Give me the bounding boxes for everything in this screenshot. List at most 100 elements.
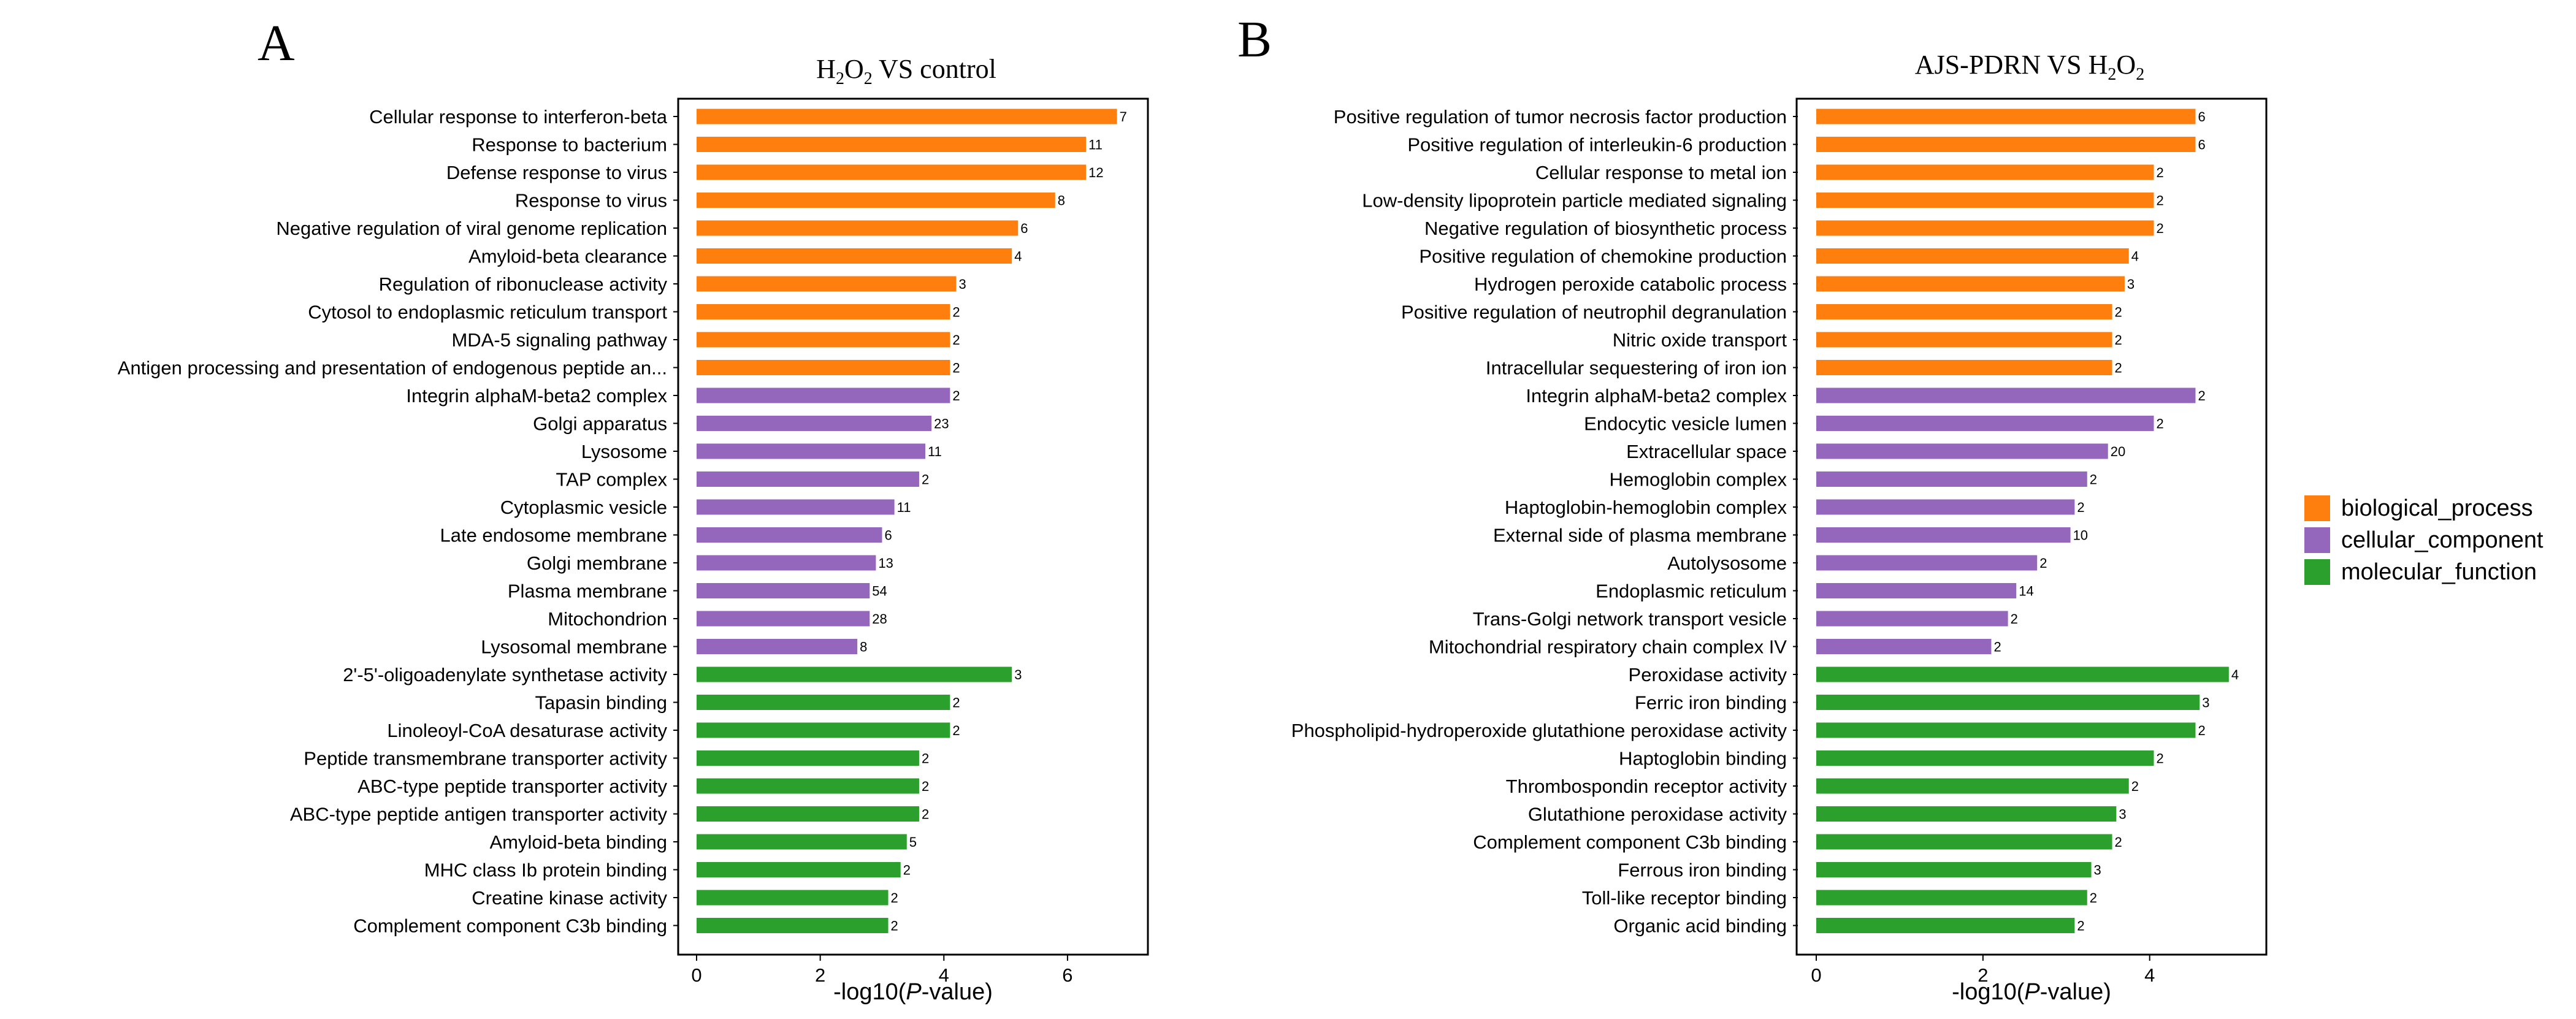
x-axis-title-b: -log10(P-value) bbox=[1952, 979, 2111, 1005]
plot-frame-a bbox=[677, 97, 1149, 956]
bar-a-29 bbox=[697, 890, 889, 906]
x-axis-title-part-1: P bbox=[2024, 979, 2040, 1005]
bar-a-7 bbox=[697, 276, 957, 292]
category-label-a-16: Late endosome membrane bbox=[440, 525, 667, 546]
bar-a-15 bbox=[697, 499, 895, 515]
panel-b: B AJS-PDRN VS H2O2 662224322222202210214… bbox=[1237, 11, 2268, 1005]
category-label-a-23: Linoleoyl-CoA desaturase activity bbox=[387, 720, 667, 741]
bar-b-23 bbox=[1816, 722, 2196, 738]
category-label-b-10: Intracellular sequestering of iron ion bbox=[1486, 357, 1787, 379]
bar-b-9 bbox=[1816, 332, 2112, 348]
count-label-b-21: 4 bbox=[2231, 667, 2239, 682]
bar-b-27 bbox=[1816, 834, 2112, 850]
x-tick-label-a-0: 0 bbox=[691, 964, 701, 986]
count-label-b-24: 2 bbox=[2157, 751, 2164, 766]
legend-label-cellular_component: cellular_component bbox=[2341, 527, 2544, 553]
count-label-a-10: 2 bbox=[952, 361, 960, 376]
bar-a-3 bbox=[697, 164, 1087, 180]
bar-a-1 bbox=[697, 109, 1117, 124]
category-label-b-8: Positive regulation of neutrophil degran… bbox=[1401, 302, 1787, 323]
category-label-a-19: Mitochondrion bbox=[548, 608, 667, 630]
bar-b-4 bbox=[1816, 193, 2154, 208]
count-label-b-20: 2 bbox=[1993, 639, 2001, 655]
category-label-a-3: Defense response to virus bbox=[446, 162, 667, 183]
count-label-a-5: 6 bbox=[1020, 221, 1028, 236]
bar-b-21 bbox=[1816, 666, 2229, 682]
title-b-sub2: 2 bbox=[2136, 65, 2144, 84]
category-label-b-11: Integrin alphaM-beta2 complex bbox=[1526, 385, 1787, 406]
bar-a-6 bbox=[697, 248, 1012, 264]
category-label-a-17: Golgi membrane bbox=[527, 552, 667, 574]
bar-a-19 bbox=[697, 611, 870, 627]
category-label-a-14: TAP complex bbox=[556, 469, 668, 490]
count-label-a-25: 2 bbox=[922, 779, 929, 794]
count-label-b-29: 2 bbox=[2090, 890, 2097, 906]
bar-a-16 bbox=[697, 527, 882, 543]
category-label-a-26: ABC-type peptide antigen transporter act… bbox=[290, 804, 668, 825]
category-label-a-30: Complement component C3b binding bbox=[353, 915, 667, 937]
bar-a-2 bbox=[697, 137, 1087, 152]
bar-a-11 bbox=[697, 387, 950, 403]
count-label-b-2: 6 bbox=[2198, 137, 2205, 153]
legend-swatch-biological_process bbox=[2304, 495, 2330, 521]
count-label-a-8: 2 bbox=[952, 305, 960, 320]
x-axis-title-a: -log10(P-value) bbox=[833, 979, 993, 1005]
bar-b-5 bbox=[1816, 220, 2154, 236]
bar-a-5 bbox=[697, 220, 1019, 236]
bar-b-12 bbox=[1816, 416, 2154, 431]
count-label-a-28: 2 bbox=[903, 863, 911, 878]
count-label-a-21: 3 bbox=[1014, 667, 1022, 682]
count-label-b-10: 2 bbox=[2115, 361, 2122, 376]
count-label-b-11: 2 bbox=[2198, 388, 2205, 403]
bar-b-20 bbox=[1816, 639, 1992, 654]
count-label-b-6: 4 bbox=[2131, 249, 2139, 264]
count-label-a-27: 5 bbox=[909, 834, 917, 850]
category-label-b-16: External side of plasma membrane bbox=[1493, 525, 1787, 546]
bar-a-25 bbox=[697, 778, 919, 794]
count-label-a-3: 12 bbox=[1088, 165, 1103, 180]
count-label-b-15: 2 bbox=[2077, 500, 2084, 515]
category-label-b-22: Ferric iron binding bbox=[1635, 692, 1787, 714]
category-label-b-13: Extracellular space bbox=[1626, 441, 1787, 462]
x-tick-label-b-2: 4 bbox=[2144, 964, 2155, 986]
category-label-a-20: Lysosomal membrane bbox=[481, 636, 667, 658]
count-label-a-14: 2 bbox=[922, 472, 929, 487]
count-label-b-9: 2 bbox=[2115, 332, 2122, 348]
category-label-a-22: Tapasin binding bbox=[535, 692, 667, 714]
bar-a-24 bbox=[697, 750, 919, 766]
title-b-sub1: 2 bbox=[2108, 65, 2116, 84]
category-label-a-6: Amyloid-beta clearance bbox=[468, 246, 667, 267]
count-label-a-23: 2 bbox=[952, 723, 960, 738]
title-a-part1: H bbox=[816, 54, 836, 84]
count-label-b-25: 2 bbox=[2131, 779, 2139, 794]
count-label-b-17: 2 bbox=[2039, 555, 2047, 571]
bar-a-21 bbox=[697, 666, 1012, 682]
count-label-a-11: 2 bbox=[952, 388, 960, 403]
bar-b-26 bbox=[1816, 806, 2117, 822]
bar-a-17 bbox=[697, 555, 876, 571]
bar-a-14 bbox=[697, 471, 919, 487]
bar-b-14 bbox=[1816, 471, 2087, 487]
count-label-a-6: 4 bbox=[1014, 249, 1022, 264]
category-label-b-24: Haptoglobin binding bbox=[1619, 748, 1787, 769]
category-label-a-10: Antigen processing and presentation of e… bbox=[118, 357, 667, 379]
category-label-b-12: Endocytic vesicle lumen bbox=[1584, 413, 1787, 435]
category-label-b-7: Hydrogen peroxide catabolic process bbox=[1474, 273, 1787, 295]
x-tick-label-b-1: 2 bbox=[1978, 964, 1988, 986]
legend-label-biological_process: biological_process bbox=[2341, 495, 2533, 521]
count-label-a-20: 8 bbox=[860, 639, 867, 655]
count-label-b-28: 3 bbox=[2094, 863, 2101, 878]
count-label-b-30: 2 bbox=[2077, 918, 2084, 934]
title-a-part3: VS control bbox=[873, 54, 996, 84]
category-label-a-24: Peptide transmembrane transporter activi… bbox=[304, 748, 667, 769]
legend-label-molecular_function: molecular_function bbox=[2341, 559, 2537, 585]
count-label-a-30: 2 bbox=[891, 918, 898, 934]
bar-b-19 bbox=[1816, 611, 2008, 627]
bar-a-18 bbox=[697, 583, 870, 598]
category-label-a-8: Cytosol to endoplasmic reticulum transpo… bbox=[308, 302, 667, 323]
category-label-b-9: Nitric oxide transport bbox=[1613, 329, 1787, 351]
category-label-b-23: Phospholipid-hydroperoxide glutathione p… bbox=[1291, 720, 1787, 741]
count-label-a-29: 2 bbox=[891, 890, 898, 906]
